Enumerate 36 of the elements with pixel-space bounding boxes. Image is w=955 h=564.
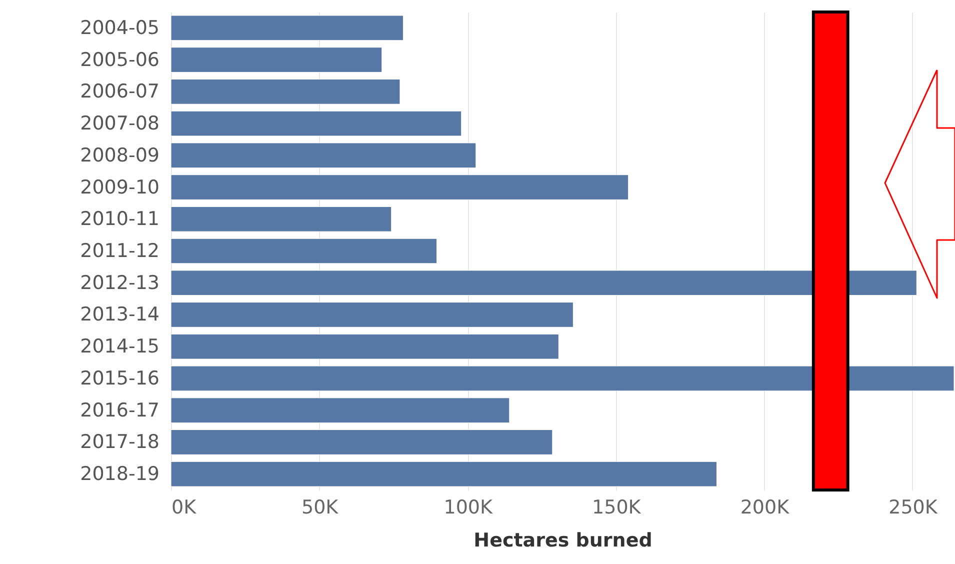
- bar: [170, 302, 574, 328]
- y-tick-label: 2017-18: [80, 431, 160, 454]
- x-tick-label: 50K: [301, 496, 339, 518]
- y-tick-label: 2011-12: [80, 240, 160, 262]
- bar: [170, 430, 553, 455]
- bar: [170, 78, 400, 104]
- y-tick-label: 2004-05: [80, 16, 160, 39]
- bar: [170, 270, 917, 296]
- y-tick-label: 2016-17: [80, 399, 160, 422]
- bar: [170, 142, 476, 168]
- bar: [170, 15, 404, 41]
- bar: [170, 110, 462, 136]
- y-tick-label: 2018-19: [80, 463, 160, 486]
- bar: [170, 334, 559, 360]
- y-tick-label: 2013-14: [80, 304, 160, 326]
- y-tick-label: 2010-11: [80, 208, 160, 230]
- y-tick-label: 2009-10: [80, 176, 160, 198]
- bar: [170, 206, 392, 232]
- y-tick-label: 2006-07: [80, 80, 160, 103]
- bar: [170, 461, 717, 487]
- bar: [170, 398, 510, 424]
- bar: [170, 238, 437, 264]
- x-tick-label: 250K: [888, 496, 938, 518]
- x-tick-label: 150K: [592, 496, 642, 518]
- y-tick-label: 2007-08: [80, 112, 160, 135]
- x-tick-label: 0K: [172, 496, 197, 518]
- bar: [170, 47, 382, 72]
- x-tick-label: 100K: [444, 496, 493, 518]
- y-tick-label: 2014-15: [80, 336, 160, 358]
- bar: [170, 174, 629, 200]
- y-tick-label: 2008-09: [80, 144, 160, 166]
- x-axis-title: Hectares burned: [474, 530, 652, 552]
- x-tick-label: 200K: [740, 496, 790, 518]
- y-tick-label: 2015-16: [80, 367, 160, 390]
- y-tick-label: 2005-06: [80, 48, 160, 71]
- y-tick-label: 2012-13: [80, 272, 160, 294]
